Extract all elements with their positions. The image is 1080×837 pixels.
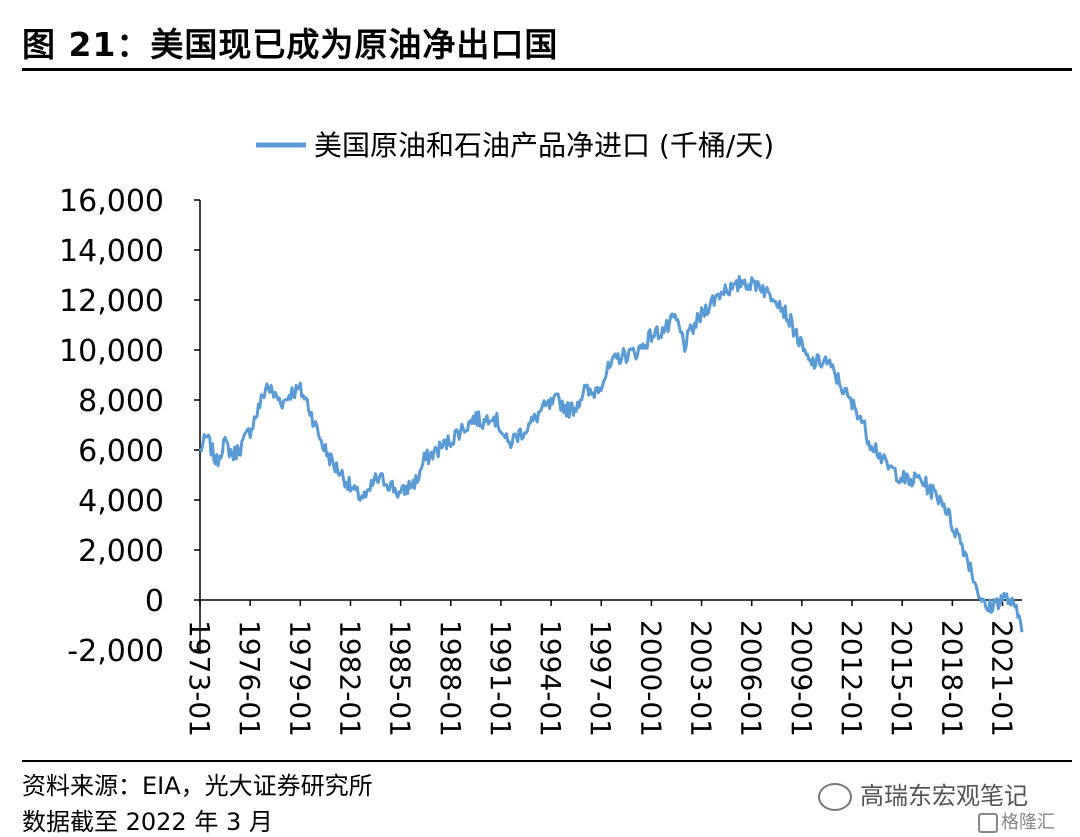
x-tick-label: 2021-01 xyxy=(985,620,1018,737)
x-tick-label: 2000-01 xyxy=(634,620,667,737)
y-tick-label: 6,000 xyxy=(78,434,164,469)
x-tick-label: 1991-01 xyxy=(484,620,517,737)
y-tick-label: 2,000 xyxy=(78,534,164,569)
x-tick-label: 1985-01 xyxy=(384,620,417,737)
x-tick-label: 2003-01 xyxy=(685,620,718,737)
series-line-net-imports xyxy=(198,275,1024,633)
watermark: 高瑞东宏观笔记 xyxy=(818,776,1028,811)
source-note: 资料来源：EIA，光大证券研究所 xyxy=(22,772,373,800)
x-tick-label: 2009-01 xyxy=(785,620,818,737)
y-axis: 16,000 14,000 12,000 10,000 8,000 6,000 4,000 2… xyxy=(59,184,201,669)
y-tick-label: 16,000 xyxy=(59,184,164,219)
footer-rule xyxy=(22,760,1072,762)
x-tick-label: 1982-01 xyxy=(333,620,366,737)
x-tick-label: 1988-01 xyxy=(434,620,467,737)
date-note: 数据截至 2022 年 3 月 xyxy=(22,808,273,836)
logo-mark: 格隆汇 xyxy=(978,808,1055,834)
logo-icon xyxy=(978,813,998,833)
y-tick-label: 0 xyxy=(145,584,164,619)
logo-text: 格隆汇 xyxy=(1001,812,1055,833)
wechat-icon xyxy=(818,783,852,811)
y-tick-label: 14,000 xyxy=(59,234,164,269)
y-tick-label: 4,000 xyxy=(78,484,164,519)
x-tick-label: 1997-01 xyxy=(584,620,617,737)
y-tick-label: 8,000 xyxy=(78,384,164,419)
x-tick-label: 2006-01 xyxy=(735,620,768,737)
plot-area xyxy=(198,275,1024,633)
legend-label: 美国原油和石油产品净进口 (千桶/天) xyxy=(314,129,774,162)
title-rule xyxy=(22,68,1072,71)
y-tick-label: 10,000 xyxy=(59,334,164,369)
y-tick-label: 12,000 xyxy=(59,284,164,319)
watermark-text: 高瑞东宏观笔记 xyxy=(860,782,1028,810)
figure-title: 图 21：美国现已成为原油净出口国 xyxy=(22,25,559,64)
chart: 美国原油和石油产品净进口 (千桶/天) 16,000 14,000 12,000 10… xyxy=(59,129,1024,737)
x-tick-label: 1994-01 xyxy=(534,620,567,737)
x-tick-label: 2018-01 xyxy=(935,620,968,737)
x-tick-label: 1973-01 xyxy=(183,620,216,737)
y-tick-label: -2,000 xyxy=(67,634,164,669)
x-tick-label: 1979-01 xyxy=(283,620,316,737)
x-tick-label: 1976-01 xyxy=(233,620,266,737)
x-tick-label: 2015-01 xyxy=(885,620,918,737)
legend: 美国原油和石油产品净进口 (千桶/天) xyxy=(256,129,774,162)
x-tick-label: 2012-01 xyxy=(835,620,868,737)
x-axis: 1973-01 1976-01 1979-01 1982-01 1985-01 1988-… xyxy=(183,599,1022,737)
